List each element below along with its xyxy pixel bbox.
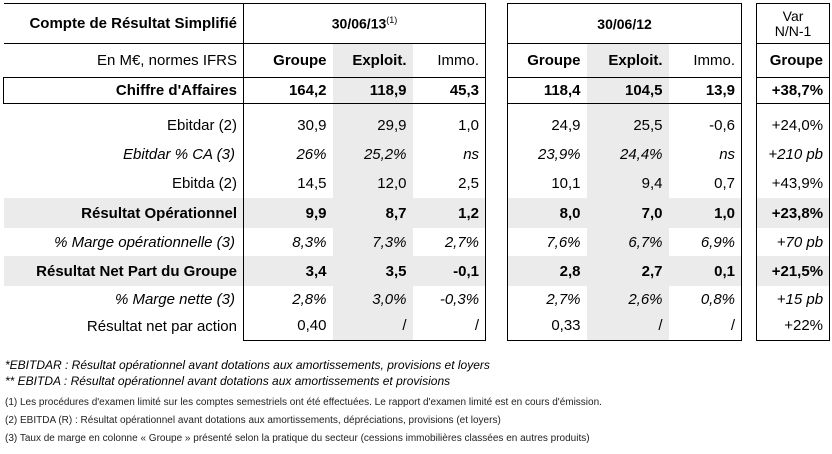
cell-value: 2,7 — [586, 256, 669, 286]
cell-value: 3,4 — [243, 256, 333, 286]
header-period-current: 30/06/13(1) — [242, 3, 487, 44]
cell-var: +43,9% — [756, 168, 831, 198]
cell-value: 1,2 — [412, 198, 487, 228]
cell-value: / — [668, 312, 743, 341]
row-label: Chiffre d'Affaires — [3, 77, 244, 104]
cell-value: 7,3% — [332, 228, 413, 256]
footnote-1: (1) Les procédures d'examen limité sur l… — [5, 397, 602, 408]
cell-value: 6,9% — [668, 228, 743, 256]
cell-value: / — [586, 312, 669, 341]
col-header-immo: Immo. — [412, 43, 487, 78]
col-header-exploit: Exploit. — [586, 43, 669, 78]
cell-value: -0,1 — [412, 256, 487, 286]
cell-value: ns — [412, 140, 487, 168]
row-label: Résultat net par action — [86, 317, 237, 335]
cell-value: 2,8 — [507, 256, 587, 286]
cell-value: 0,1 — [668, 256, 743, 286]
cell-var: +38,7% — [756, 77, 831, 104]
cell-value: 29,9 — [332, 110, 413, 140]
cell-value: 1,0 — [412, 110, 487, 140]
cell-value: 24,9 — [507, 110, 587, 140]
cell-var: +15 pb — [756, 286, 831, 312]
cell-value: 45,3 — [412, 77, 487, 104]
cell-value: 8,7 — [332, 198, 413, 228]
cell-value: 118,9 — [332, 77, 413, 104]
cell-value: 2,8% — [243, 286, 333, 312]
cell-value: 14,5 — [243, 168, 333, 198]
cell-var: +70 pb — [756, 228, 831, 256]
cell-value: -0,3% — [412, 286, 487, 312]
note-ebitda: ** EBITDA : Résultat opérationnel avant … — [5, 374, 451, 388]
col-header-exploit: Exploit. — [332, 43, 413, 78]
col-header-var-groupe: Groupe — [756, 43, 831, 78]
col-header-groupe: Groupe — [507, 43, 587, 78]
row-label: Résultat Opérationnel — [3, 198, 244, 228]
cell-value: 0,7 — [668, 168, 743, 198]
cell-value: 104,5 — [586, 77, 669, 104]
cell-value: 3,5 — [332, 256, 413, 286]
row-label: % Marge nette (3) — [114, 290, 235, 308]
cell-value: -0,6 — [668, 110, 743, 140]
cell-var: +24,0% — [756, 110, 831, 140]
cell-value: 0,40 — [243, 312, 333, 341]
cell-value: 9,4 — [586, 168, 669, 198]
cell-value: 8,0 — [507, 198, 587, 228]
cell-var: +22% — [756, 312, 831, 341]
cell-value: / — [412, 312, 487, 341]
footnote-3: (3) Taux de marge en colonne « Groupe » … — [5, 433, 590, 444]
cell-value: 6,7% — [586, 228, 669, 256]
table-title: Compte de Résultat Simplifié — [3, 3, 244, 44]
cell-var: +23,8% — [756, 198, 831, 228]
cell-value: ns — [668, 140, 743, 168]
cell-value: 8,3% — [243, 228, 333, 256]
cell-value: 164,2 — [243, 77, 333, 104]
cell-value: 10,1 — [507, 168, 587, 198]
cell-value: 25,5 — [586, 110, 669, 140]
row-label: % Marge opérationnelle (3) — [54, 233, 235, 251]
row-label: Ebitda (2) — [171, 174, 237, 192]
cell-value: 12,0 — [332, 168, 413, 198]
col-header-immo: Immo. — [668, 43, 743, 78]
header-period-prior: 30/06/12 — [507, 3, 743, 44]
cell-value: 0,8% — [668, 286, 743, 312]
cell-value: 9,9 — [243, 198, 333, 228]
cell-value: 30,9 — [243, 110, 333, 140]
cell-value: 118,4 — [507, 77, 587, 104]
col-header-groupe: Groupe — [243, 43, 333, 78]
cell-value: 7,6% — [507, 228, 587, 256]
cell-value: 25,2% — [332, 140, 413, 168]
note-ebitdar: *EBITDAR : Résultat opérationnel avant d… — [5, 358, 490, 372]
cell-value: 13,9 — [668, 77, 743, 104]
cell-value: / — [332, 312, 413, 341]
units-label: En M€, normes IFRS — [3, 43, 244, 78]
cell-var: +210 pb — [756, 140, 831, 168]
cell-value: 3,0% — [332, 286, 413, 312]
cell-value: 24,4% — [586, 140, 669, 168]
cell-value: 7,0 — [586, 198, 669, 228]
header-var: Var N/N-1 — [756, 3, 831, 44]
cell-value: 26% — [243, 140, 333, 168]
income-statement-table: Compte de Résultat Simplifié 30/06/13(1)… — [3, 3, 831, 341]
cell-value: 0,33 — [507, 312, 587, 341]
footnote-2: (2) EBITDA (R) : Résultat opérationnel a… — [5, 415, 501, 426]
cell-var: +21,5% — [756, 256, 831, 286]
cell-value: 2,6% — [586, 286, 669, 312]
cell-value: 2,7% — [412, 228, 487, 256]
row-label: Résultat Net Part du Groupe — [3, 256, 244, 286]
cell-value: 1,0 — [668, 198, 743, 228]
cell-value: 2,7% — [507, 286, 587, 312]
cell-value: 2,5 — [412, 168, 487, 198]
cell-value: 23,9% — [507, 140, 587, 168]
row-label: Ebitdar % CA (3) — [123, 145, 235, 163]
row-label: Ebitdar (2) — [166, 116, 237, 134]
